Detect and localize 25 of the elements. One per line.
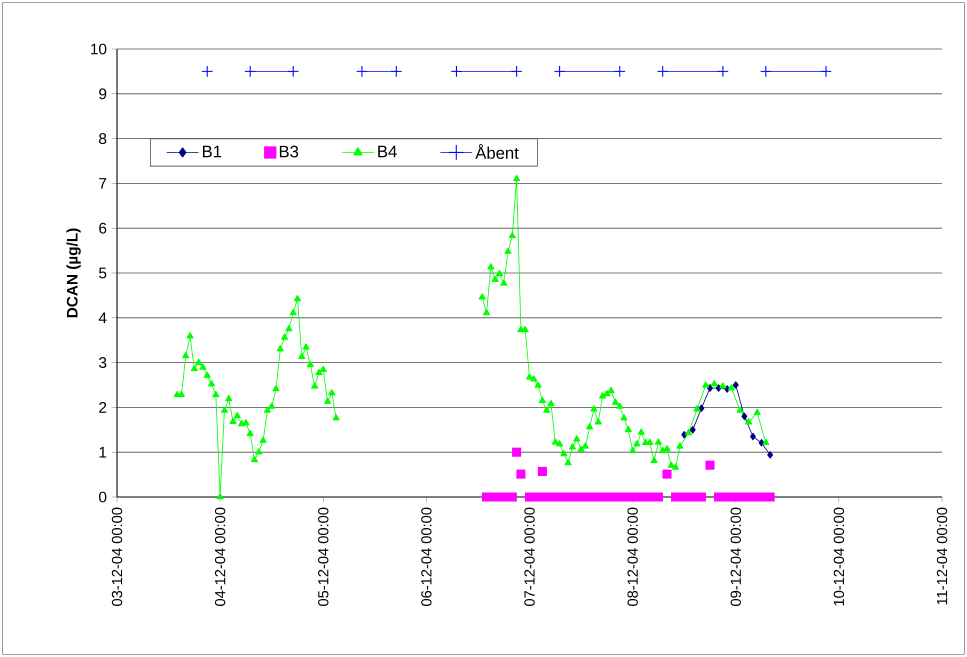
x-tick-label: 07-12-04 00:00 xyxy=(524,508,535,606)
y-tick-label: 6 xyxy=(99,222,106,234)
y-tick-label: 3 xyxy=(99,357,106,368)
legend-label: B1 xyxy=(202,146,222,158)
x-tick-label: 10-12-04 00:00 xyxy=(834,508,844,606)
y-tick-label: 7 xyxy=(99,178,106,189)
y-tick-label: 2 xyxy=(99,402,106,413)
legend-label: B3 xyxy=(280,146,298,158)
y-axis-title: DCAN (µg/L) xyxy=(66,228,81,318)
x-tick-label: 06-12-04 00:00 xyxy=(421,508,432,606)
x-tick-label: 04-12-04 00:00 xyxy=(214,508,226,606)
x-tick-label: 08-12-04 00:00 xyxy=(627,508,638,606)
y-tick-label: 0 xyxy=(99,492,106,502)
x-tick-label: 03-12-04 00:00 xyxy=(112,508,122,606)
y-tick-label: 5 xyxy=(99,268,106,278)
y-tick-label: 8 xyxy=(99,133,106,144)
y-tick-label: 4 xyxy=(98,312,106,324)
x-tick-label: 11-12-04 00:00 xyxy=(936,508,948,604)
y-tick-label: 10 xyxy=(91,44,106,54)
y-tick-label: 9 xyxy=(99,88,106,100)
legend-label: Åbent xyxy=(475,144,519,159)
y-tick-label: 1 xyxy=(100,446,106,458)
x-tick-label: 05-12-04 00:00 xyxy=(318,508,328,606)
legend-label: B4 xyxy=(378,146,397,158)
x-tick-label: 09-12-04 00:00 xyxy=(730,508,741,606)
